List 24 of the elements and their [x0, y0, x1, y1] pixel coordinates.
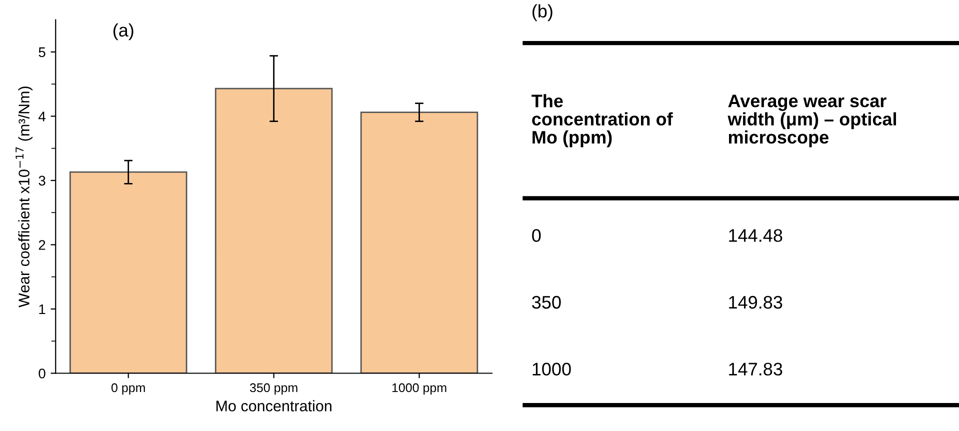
bar [360, 112, 478, 374]
x-axis-title: Mo concentration [216, 400, 332, 412]
text: 1000 [532, 362, 571, 376]
y-tick-label: 1 [39, 304, 46, 314]
text: The concentration of Mo (ppm) [532, 94, 673, 148]
text: 149.83 [729, 296, 782, 309]
text: 350 [532, 296, 561, 309]
text: 144.48 [729, 229, 782, 242]
chart-title: (a) [113, 23, 134, 40]
bar [214, 88, 333, 374]
y-tick-label: 4 [38, 112, 46, 122]
text: Average wear scar width (μm) – optical microscope [728, 94, 896, 148]
x-tick-label: 350 ppm [250, 383, 298, 395]
y-axis-title: Wear coefficient x10$^{−17}$ (m³/Nm) [16, 86, 32, 308]
text: 0 [532, 229, 541, 242]
x-tick-label: 1000 ppm [392, 383, 446, 395]
y-tick-label: 3 [38, 176, 46, 186]
text: 147.83 [729, 362, 782, 376]
x-tick-label: 0 ppm [111, 383, 145, 395]
y-tick-label: 2 [38, 240, 46, 250]
bar [69, 171, 188, 374]
text: (b) [532, 4, 552, 22]
y-tick-label: 5 [38, 47, 46, 58]
y-tick-label: 0 [38, 368, 46, 378]
